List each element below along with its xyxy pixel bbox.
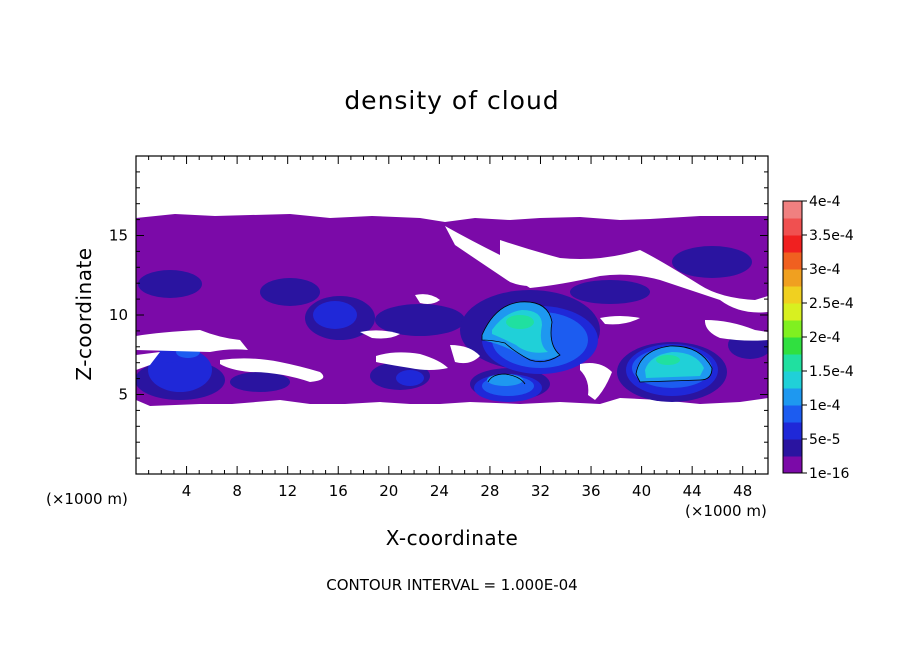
- y-tick-label: 10: [109, 306, 128, 324]
- colorbar-label: 1e-4: [809, 398, 841, 414]
- z-unit-label: (×1000 m): [46, 490, 128, 508]
- x-tick-label: 20: [379, 482, 398, 500]
- x-tick-label: 40: [632, 482, 651, 500]
- x-tick-label: 36: [581, 482, 600, 500]
- colorbar-label: 1.5e-4: [809, 364, 854, 380]
- y-axis-ticks: 5 10 15: [109, 171, 768, 459]
- colorbar-swatch: [783, 439, 802, 457]
- colorbar-swatch: [783, 337, 802, 355]
- cloud-field: [136, 214, 768, 406]
- colorbar-label: 1e-16: [809, 466, 849, 482]
- contour-interval-note: CONTOUR INTERVAL = 1.000E-04: [326, 576, 578, 594]
- colorbar: 1e-16 5e-5 1e-4 1.5e-4 2e-4 2.5e-4 3e-4 3.5e-4 4…: [782, 194, 854, 482]
- colorbar-label: 3e-4: [809, 262, 841, 278]
- x-tick-label: 24: [430, 482, 449, 500]
- clear-sky-gaps: [136, 226, 768, 400]
- x-tick-label: 28: [480, 482, 499, 500]
- colorbar-label: 2.5e-4: [809, 296, 854, 312]
- colorbar-swatch: [783, 201, 802, 219]
- colorbar-label: 3.5e-4: [809, 228, 854, 244]
- colorbar-label: 2e-4: [809, 330, 841, 346]
- colorbar-swatch: [783, 371, 802, 389]
- colorbar-swatch: [783, 252, 802, 270]
- colorbar-swatch: [783, 354, 802, 372]
- x-tick-label: 48: [733, 482, 752, 500]
- colorbar-swatch: [783, 422, 802, 440]
- contour-lines-1e-4: [481, 301, 713, 385]
- colorbar-label: 5e-5: [809, 432, 840, 448]
- colorbar-swatch: [783, 303, 802, 321]
- x-axis-label: X-coordinate: [385, 526, 519, 550]
- colorbar-swatch: [783, 269, 802, 287]
- x-axis-ticks: 4 8 12 16 20 24 28 32 36 40 44 48: [148, 156, 756, 500]
- x-tick-label: 44: [683, 482, 702, 500]
- x-unit-label: (×1000 m): [685, 502, 767, 520]
- colorbar-swatch: [783, 320, 802, 338]
- colorbar-swatch: [783, 388, 802, 406]
- colorbar-swatch: [783, 286, 802, 304]
- x-tick-label: 16: [329, 482, 348, 500]
- x-tick-label: 32: [531, 482, 550, 500]
- x-tick-label: 12: [278, 482, 297, 500]
- colorbar-swatch: [783, 405, 802, 423]
- cloud-level-1.5e-4: [506, 315, 680, 365]
- x-tick-label: 8: [232, 482, 242, 500]
- colorbar-swatch: [783, 218, 802, 236]
- colorbar-label: 4e-4: [809, 194, 841, 210]
- chart-title: density of cloud: [344, 86, 560, 115]
- x-tick-label: 4: [182, 482, 192, 500]
- colorbar-swatch: [783, 235, 802, 253]
- y-tick-label: 15: [109, 227, 128, 245]
- colorbar-swatch: [783, 456, 802, 474]
- y-tick-label: 5: [118, 386, 128, 404]
